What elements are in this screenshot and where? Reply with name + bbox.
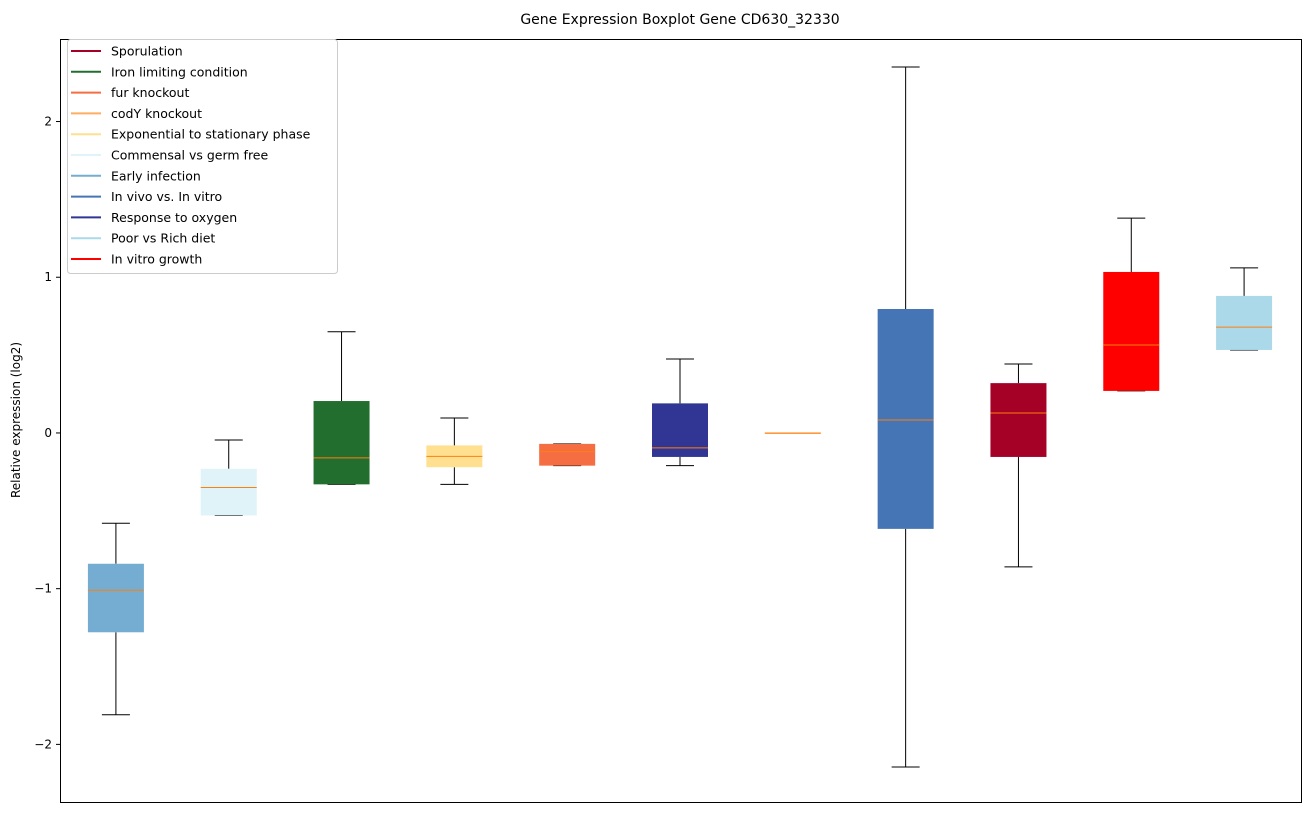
legend-label: Response to oxygen xyxy=(111,210,237,225)
chart-title: Gene Expression Boxplot Gene CD630_32330 xyxy=(520,12,839,28)
box-in-vivo-vs-in-vitro xyxy=(877,66,934,768)
box-response-to-oxygen xyxy=(652,358,708,467)
box-commensal-vs-germ-free xyxy=(200,439,257,516)
y-tick-label: 2 xyxy=(44,115,52,129)
box-body xyxy=(1216,295,1273,350)
box-exponential-to-stationary-phase xyxy=(426,417,483,485)
box-in-vitro-growth xyxy=(1103,217,1160,392)
legend: Sporulation Iron limiting condition fur kn… xyxy=(67,39,338,274)
legend-label: Iron limiting condition xyxy=(111,64,248,79)
y-tick-label: 0 xyxy=(44,426,52,440)
box-body xyxy=(313,401,370,485)
box-body xyxy=(1103,271,1160,391)
legend-label: Exponential to stationary phase xyxy=(111,127,311,142)
box-body xyxy=(990,383,1047,457)
box-body xyxy=(652,403,708,457)
legend-label: Early infection xyxy=(111,168,201,183)
legend-label: In vivo vs. In vitro xyxy=(111,189,222,204)
box-iron-limiting-condition xyxy=(313,331,370,485)
legend-label: Sporulation xyxy=(111,44,183,59)
legend-label: Poor vs Rich diet xyxy=(111,231,215,246)
box-poor-vs-rich-diet xyxy=(1216,267,1273,351)
legend-frame xyxy=(67,39,338,274)
box-body xyxy=(539,443,596,466)
legend-label: In vitro growth xyxy=(111,252,202,267)
y-tick-label: −1 xyxy=(34,582,52,596)
legend-label: codY knockout xyxy=(111,106,202,121)
box-early-infection xyxy=(87,522,144,716)
legend-label: Commensal vs germ free xyxy=(111,148,268,163)
box-sporulation xyxy=(990,363,1047,568)
y-tick-label: 1 xyxy=(44,270,52,284)
box-body xyxy=(200,468,257,516)
y-tick-label: −2 xyxy=(34,737,52,751)
box-body xyxy=(87,563,144,633)
box-body xyxy=(877,309,934,529)
box-cody-knockout xyxy=(764,432,821,434)
legend-label: fur knockout xyxy=(111,85,189,100)
box-fur-knockout xyxy=(539,443,596,467)
plot-frame xyxy=(60,39,1302,803)
y-axis-label: Relative expression (log2) xyxy=(9,342,23,498)
